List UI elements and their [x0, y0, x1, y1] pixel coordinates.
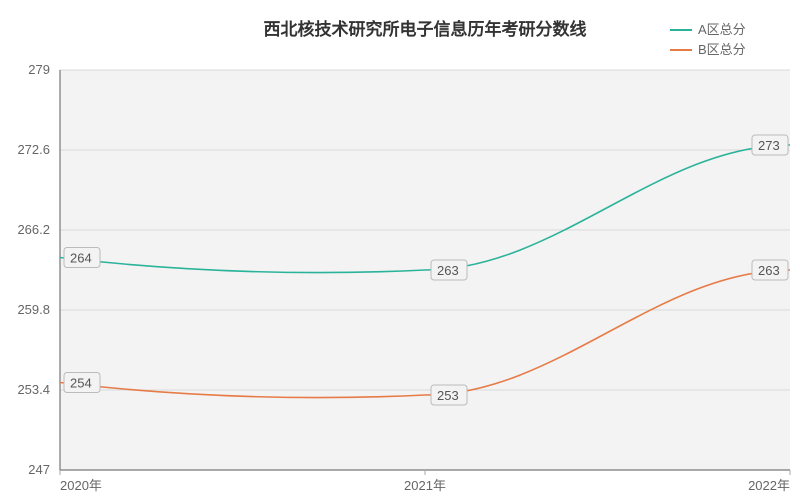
- datalabel-text: 253: [437, 388, 459, 403]
- datalabel-text: 254: [70, 376, 92, 391]
- legend-label: B区总分: [698, 42, 746, 57]
- datalabel-text: 263: [758, 263, 780, 278]
- x-tick-label: 2022年: [748, 478, 790, 493]
- y-tick-label: 259.8: [17, 302, 50, 317]
- y-tick-label: 266.2: [17, 222, 50, 237]
- line-chart: 247 253.4 259.8 266.2 272.6 279 2020年 2021年 2022…: [0, 0, 800, 500]
- y-tick-label: 247: [28, 462, 50, 477]
- datalabel-text: 264: [70, 251, 92, 266]
- y-tick-label: 272.6: [17, 142, 50, 157]
- datalabel-text: 263: [437, 263, 459, 278]
- x-tick-label: 2021年: [404, 478, 446, 493]
- legend-label: A区总分: [698, 22, 746, 37]
- x-tick-label: 2020年: [60, 478, 102, 493]
- chart-title: 西北核技术研究所电子信息历年考研分数线: [264, 19, 587, 39]
- y-tick-label: 279: [28, 62, 50, 77]
- chart-svg: 247 253.4 259.8 266.2 272.6 279 2020年 2021年 2022…: [0, 0, 800, 500]
- datalabel-text: 273: [758, 138, 780, 153]
- y-tick-label: 253.4: [17, 382, 50, 397]
